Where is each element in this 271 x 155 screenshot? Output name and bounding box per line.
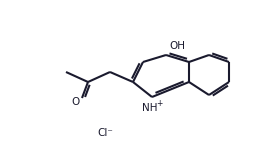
Text: O: O [72,97,80,107]
Text: Cl⁻: Cl⁻ [97,128,113,138]
Text: +: + [156,100,162,108]
Text: NH: NH [142,103,157,113]
Text: OH: OH [169,41,185,51]
